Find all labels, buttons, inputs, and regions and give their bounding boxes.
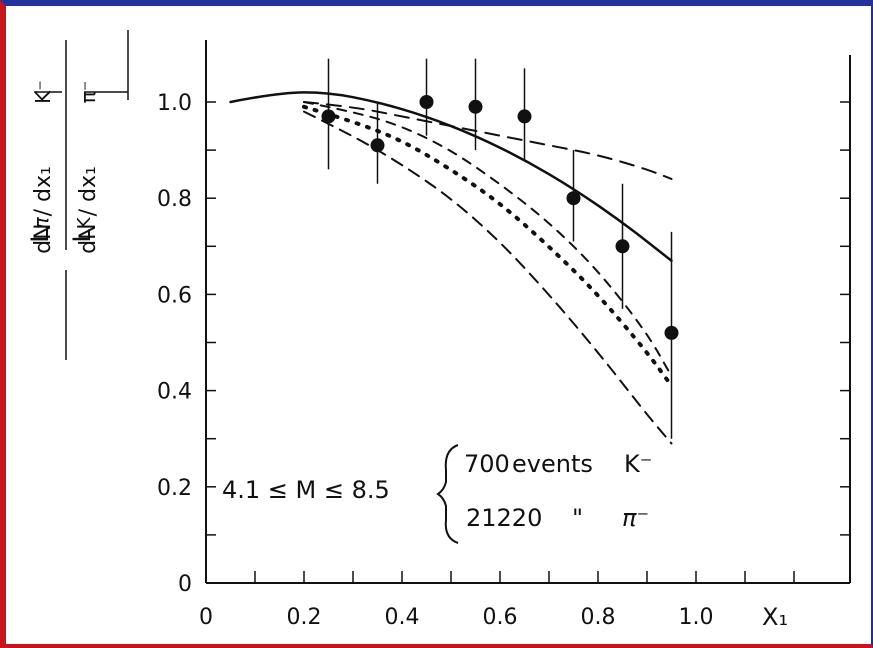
- data-point: [321, 109, 336, 124]
- data-point: [468, 99, 483, 114]
- y-label-left-bottom: LK: [68, 216, 96, 242]
- curve-medium-dash: [303, 110, 673, 445]
- y-tick-labels: 0 0.2 0.4 0.6 0.8 1.0: [157, 91, 192, 597]
- y-tick-label: 0.4: [157, 380, 192, 405]
- data-point: [566, 191, 581, 206]
- y-tick-label: 1.0: [157, 91, 192, 116]
- axis-ticks: [206, 101, 850, 583]
- curve-solid: [229, 91, 673, 262]
- y-tick-label: 0.2: [157, 476, 192, 501]
- y-label-right-bottom: dN / dx₁: [76, 166, 101, 254]
- y-tick-label: 0: [178, 572, 192, 597]
- data-point: [615, 239, 630, 254]
- annotation-line1-particle: K⁻: [624, 450, 652, 478]
- x-axis-label: X₁: [762, 603, 788, 631]
- y-label-left-top: Lπ: [26, 216, 54, 242]
- x-tick-label: 0.6: [483, 605, 518, 630]
- data-point: [517, 109, 532, 124]
- y-label-left-fraction: Lπ LK: [26, 216, 96, 242]
- data-point: [664, 325, 679, 340]
- mass-range-annotation: 4.1 ≤ M ≤ 8.5: [222, 476, 390, 504]
- data-points: [321, 58, 679, 439]
- annotation-line2-particle: π⁻: [622, 504, 649, 532]
- annotation-line1-label: events: [512, 450, 593, 478]
- model-curves: [229, 91, 674, 445]
- x-tick-label: 0: [199, 605, 213, 630]
- annotation-line2-ditto: ": [572, 504, 583, 532]
- y-tick-label: 0.6: [157, 283, 192, 308]
- y-label-right-top: dN / dx₁: [31, 166, 56, 254]
- annotation-line2-count: 21220: [466, 504, 542, 532]
- annotation-line1-count: 700: [464, 450, 510, 478]
- y-tick-label: 0.8: [157, 187, 192, 212]
- x-tick-labels: 0 0.2 0.4 0.6 0.8 1.0: [199, 605, 714, 630]
- x-tick-label: 0.8: [581, 605, 616, 630]
- x-tick-label: 0.4: [385, 605, 420, 630]
- curve-dash: [303, 101, 673, 378]
- x-tick-label: 0.2: [287, 605, 322, 630]
- x-tick-label: 1.0: [679, 605, 714, 630]
- curve-dotted: [302, 104, 674, 388]
- data-point: [419, 95, 434, 109]
- annotation-brace: [436, 444, 459, 544]
- data-point: [370, 138, 385, 153]
